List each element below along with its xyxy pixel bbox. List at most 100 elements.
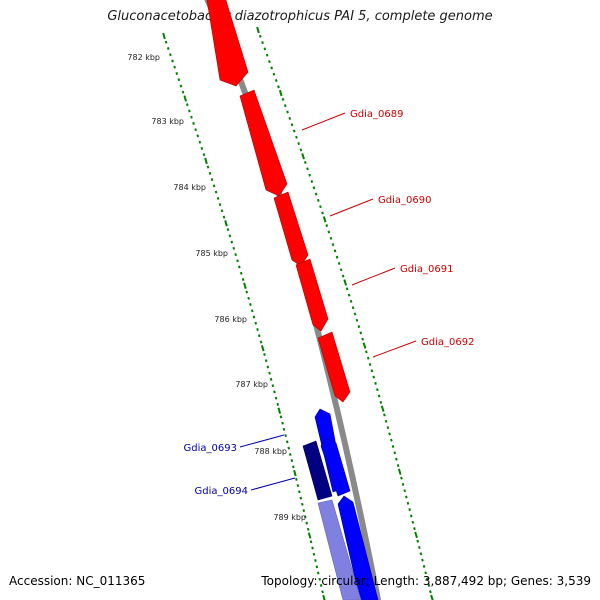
minor-tick xyxy=(274,79,278,82)
gene-label-gdia-0694[interactable]: Gdia_0694 xyxy=(195,486,248,497)
minor-tick xyxy=(424,571,427,575)
minor-tick xyxy=(366,356,370,360)
minor-tick xyxy=(395,457,398,461)
minor-tick xyxy=(339,268,343,272)
minor-tick xyxy=(361,337,364,341)
minor-tick xyxy=(299,496,303,500)
minor-tick xyxy=(263,353,266,356)
major-tick xyxy=(293,469,297,477)
minor-tick xyxy=(232,246,236,250)
minor-tick xyxy=(268,371,271,375)
gene-arrow-gdia-0690[interactable] xyxy=(273,191,309,267)
gene-label-gdia-0693[interactable]: Gdia_0693 xyxy=(184,443,237,454)
major-tick xyxy=(307,532,312,539)
scale-label: 782 kbp xyxy=(127,53,160,62)
minor-tick xyxy=(316,571,320,575)
minor-tick xyxy=(198,140,202,144)
minor-tick xyxy=(376,388,379,392)
minor-tick xyxy=(247,296,250,300)
major-tick xyxy=(301,153,305,160)
minor-tick xyxy=(421,558,424,562)
minor-tick xyxy=(345,287,349,291)
minor-tick xyxy=(259,340,263,344)
minor-tick xyxy=(290,459,294,463)
gene-arrow-gdia-0689[interactable] xyxy=(239,89,288,197)
minor-tick xyxy=(177,78,181,82)
minor-tick xyxy=(368,363,372,366)
minor-tick xyxy=(214,190,218,194)
major-tick xyxy=(343,279,348,286)
major-tick xyxy=(397,468,402,475)
minor-tick xyxy=(314,192,318,196)
minor-tick xyxy=(206,165,210,169)
forward-genes xyxy=(206,0,351,403)
minor-tick xyxy=(286,110,289,114)
major-tick xyxy=(277,407,282,414)
minor-tick xyxy=(186,103,189,107)
minor-tick xyxy=(393,451,397,455)
minor-tick xyxy=(321,590,324,594)
minor-tick xyxy=(245,290,249,294)
minor-tick xyxy=(292,129,296,133)
gene-label-gdia-0690[interactable]: Gdia_0690 xyxy=(378,195,431,206)
minor-tick xyxy=(266,365,270,369)
minor-tick xyxy=(164,40,168,44)
minor-tick xyxy=(249,303,252,306)
minor-tick xyxy=(175,72,179,75)
major-tick xyxy=(322,594,326,600)
minor-tick xyxy=(384,419,388,423)
minor-tick xyxy=(386,426,390,430)
minor-tick xyxy=(408,508,411,512)
minor-tick xyxy=(281,97,285,101)
minor-tick xyxy=(377,394,381,398)
gene-arrow-gdia-0694-upper[interactable] xyxy=(320,437,351,497)
major-tick xyxy=(414,531,418,539)
minor-tick xyxy=(171,59,174,63)
gene-arrow-gdia-0694[interactable] xyxy=(302,440,333,501)
minor-tick xyxy=(200,146,204,150)
minor-tick xyxy=(263,47,267,51)
gene-arrow-gdia-0692[interactable] xyxy=(317,331,351,403)
major-tick xyxy=(162,32,166,40)
topology-label: Topology: circular; Length: 3,887,492 bp… xyxy=(261,574,591,588)
minor-tick xyxy=(276,402,280,406)
gene-arrow-gdia-0696[interactable] xyxy=(317,499,362,600)
minor-tick xyxy=(401,482,405,486)
minor-tick xyxy=(319,584,323,587)
minor-tick xyxy=(216,196,220,200)
major-tick xyxy=(322,216,327,223)
minor-tick xyxy=(372,375,376,379)
minor-tick xyxy=(273,390,276,394)
minor-tick xyxy=(411,520,415,524)
major-tick xyxy=(278,89,283,97)
minor-tick xyxy=(413,527,416,531)
minor-tick xyxy=(353,312,357,316)
minor-tick xyxy=(325,224,329,228)
minor-tick xyxy=(283,104,287,108)
minor-tick xyxy=(319,205,322,209)
minor-tick xyxy=(210,178,214,182)
minor-tick xyxy=(310,180,314,183)
scale-label: 785 kbp xyxy=(195,249,228,258)
minor-tick xyxy=(269,377,273,381)
minor-tick xyxy=(329,236,333,240)
gene-arrow-gdia-0688[interactable] xyxy=(206,0,249,87)
minor-tick xyxy=(202,153,206,157)
minor-tick xyxy=(234,253,237,257)
minor-tick xyxy=(314,559,317,562)
minor-tick xyxy=(416,539,420,543)
minor-tick xyxy=(419,552,423,556)
minor-tick xyxy=(190,115,193,119)
gene-label-gdia-0692[interactable]: Gdia_0692 xyxy=(421,337,474,348)
major-tick xyxy=(380,405,385,412)
topology-text: Topology: circular; Length: 3,887,492 bp… xyxy=(261,574,591,588)
scale-label: 783 kbp xyxy=(151,117,184,126)
minor-tick xyxy=(292,465,295,469)
gene-label-gdia-0691[interactable]: Gdia_0691 xyxy=(400,264,453,275)
minor-tick xyxy=(425,577,429,581)
gene-arrow-gdia-0691[interactable] xyxy=(295,258,329,332)
gene-label-gdia-0689[interactable]: Gdia_0689 xyxy=(350,109,403,120)
minor-tick xyxy=(341,274,345,278)
minor-tick xyxy=(311,546,314,550)
